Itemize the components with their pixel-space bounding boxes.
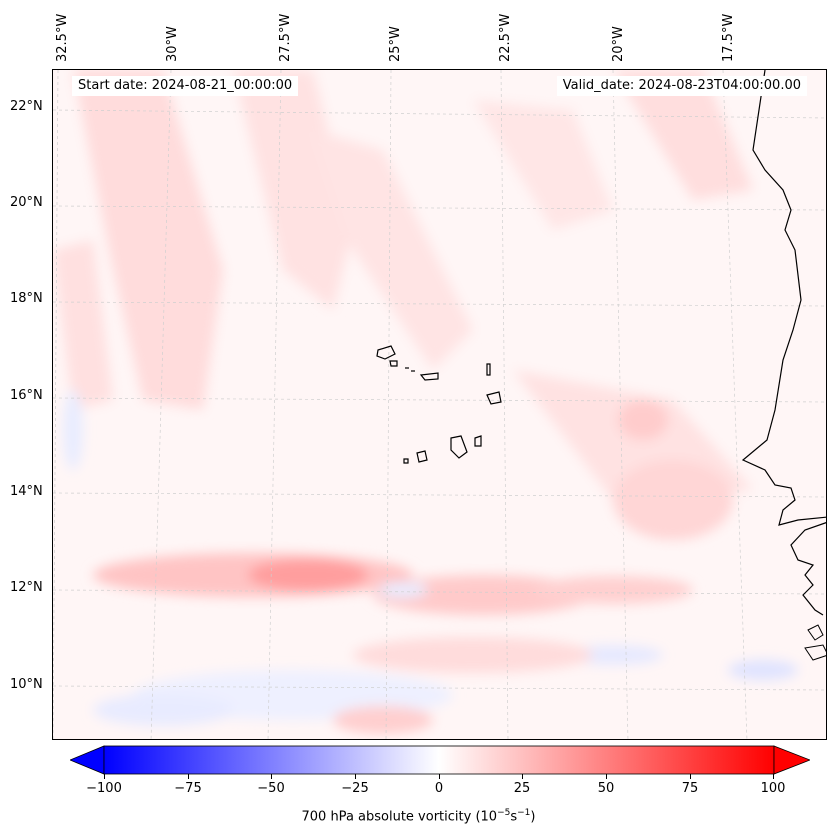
colorbar-min-extension (70, 745, 105, 775)
colorbar-gradient (103, 745, 775, 775)
cb-tick-label: −75 (174, 781, 202, 796)
cb-tick-mark (439, 774, 440, 779)
cb-tick-label: −100 (86, 781, 122, 796)
colorbar-max-extension (773, 745, 810, 775)
lat-label-12n: 12°N (10, 580, 43, 595)
colorbar-label: 700 hPa absolute vorticity (10−5s−1) (301, 808, 536, 825)
cb-tick-mark (104, 774, 105, 779)
vorticity-field (53, 70, 826, 739)
colorbar (70, 745, 810, 775)
cb-tick-mark (690, 774, 691, 779)
lon-label-20w: 20°W (611, 26, 626, 62)
cape-verde-islands (376, 345, 502, 464)
lat-label-20n: 20°N (10, 195, 43, 210)
lat-label-18n: 18°N (10, 291, 43, 306)
lat-label-22n: 22°N (10, 99, 43, 114)
cb-tick-label: 75 (681, 781, 699, 796)
vorticity-map (52, 69, 827, 740)
lon-label-30w: 30°W (165, 26, 180, 62)
graticule (53, 70, 826, 739)
cb-tick-mark (355, 774, 356, 779)
bissagos-islands (804, 624, 826, 661)
cb-tick-mark (271, 774, 272, 779)
lon-label-27.5w: 27.5°W (278, 13, 293, 62)
cb-tick-label: 25 (513, 781, 531, 796)
cb-tick-mark (522, 774, 523, 779)
lat-label-14n: 14°N (10, 484, 43, 499)
cb-tick-mark (188, 774, 189, 779)
cb-tick-label: 0 (434, 781, 444, 796)
lon-label-32.5w: 32.5°W (55, 13, 70, 62)
african-coastline (741, 70, 826, 616)
cb-tick-mark (606, 774, 607, 779)
lat-label-10n: 10°N (10, 677, 43, 692)
valid-date-label: Valid_date: 2024-08-23T04:00:00.00 (556, 76, 807, 96)
cb-tick-mark (773, 774, 774, 779)
lon-label-17.5w: 17.5°W (721, 13, 736, 62)
cb-tick-label: −50 (257, 781, 285, 796)
lon-label-22.5w: 22.5°W (498, 13, 513, 62)
lon-label-25w: 25°W (388, 26, 403, 62)
lat-label-16n: 16°N (10, 388, 43, 403)
cb-tick-label: −25 (341, 781, 369, 796)
cb-tick-label: 50 (597, 781, 615, 796)
vorticity-contours (53, 70, 798, 734)
cb-tick-label: 100 (760, 781, 786, 796)
start-date-label: Start date: 2024-08-21_00:00:00 (72, 76, 299, 96)
